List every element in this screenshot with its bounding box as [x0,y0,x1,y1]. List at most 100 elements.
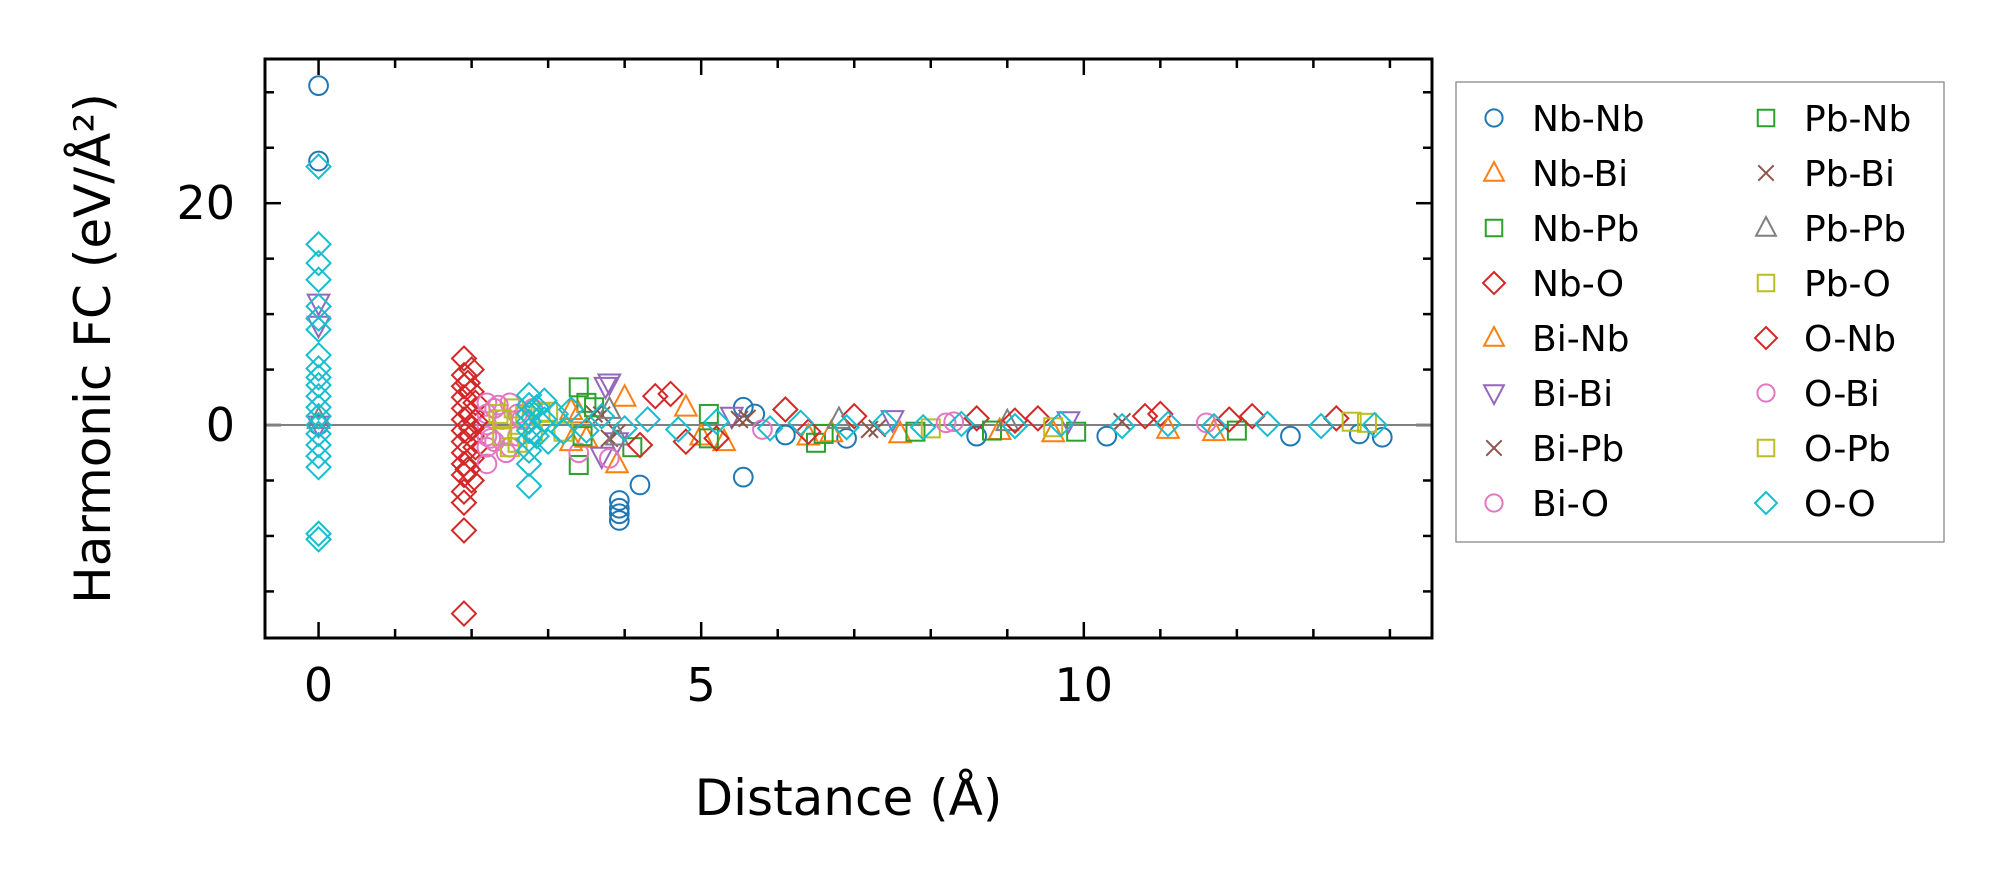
y-axis-label: Harmonic FC (eV/Å²) [64,93,122,604]
x-tick-label: 10 [1055,658,1114,712]
data-point [1307,412,1335,440]
data-point [450,600,478,628]
data-point [840,402,868,430]
data-point [1280,425,1301,447]
data-point [626,431,654,459]
axis-ticks [265,59,1432,638]
legend-entry: O-Pb [1756,429,1891,470]
data-point [737,409,757,428]
data-point [458,356,486,383]
data-point [880,410,905,434]
data-point [305,393,332,421]
series-O-Nb [454,369,1243,483]
data-point [664,416,692,443]
legend-entry: Pb-O [1756,264,1891,305]
data-point [462,389,489,417]
data-point [836,427,857,449]
series-Nb-O [450,345,1350,628]
data-point [1238,402,1266,430]
data-point [1371,426,1393,448]
legend-marker [1482,324,1506,347]
data-point [308,75,329,96]
data-point [1024,404,1052,432]
legend-entry: Pb-Nb [1756,99,1911,140]
legend-entry: Bi-Pb [1485,429,1624,470]
legend-label: Pb-Nb [1804,99,1911,140]
data-point [730,410,749,429]
legend-entry: Nb-Pb [1484,209,1639,250]
data-point [305,230,332,258]
legend-entry: Bi-Bi [1482,374,1613,415]
legend-label: Nb-Nb [1532,99,1645,140]
legend-marker [1482,159,1506,182]
data-point [450,478,478,506]
data-point [484,431,505,453]
data-point [1154,410,1182,438]
legend-frame [1455,81,1945,543]
data-point [947,410,975,438]
data-point [492,409,513,430]
data-point [813,423,834,444]
data-point [604,421,630,446]
data-point [752,419,773,440]
data-point [488,394,509,416]
data-point [1040,418,1066,443]
legend-marker [1484,218,1504,238]
data-point [1155,415,1181,439]
data-point [305,316,332,344]
data-point [1254,410,1281,438]
data-point [476,453,498,475]
data-point [833,413,861,441]
data-point [943,411,965,433]
data-point [963,404,991,432]
data-point [450,489,478,517]
data-point [935,412,957,434]
data-point [1348,423,1370,445]
legend-label: Bi-Pb [1532,429,1624,470]
data-point [305,382,332,410]
series-Nb-Bi [558,383,1227,474]
legend-entry: Bi-O [1484,484,1609,525]
data-point [305,371,332,399]
legend-entry: Pb-Pb [1754,209,1906,250]
data-point [657,380,684,408]
data-point [1108,412,1136,440]
series-Nb-Nb [308,75,1393,531]
x-axis-label: Distance (Å) [695,769,1003,827]
legend-entry: O-Bi [1756,374,1880,415]
legend-entry: Nb-Bi [1482,154,1628,195]
data-point [871,409,899,437]
data-point [1047,410,1075,438]
data-point [673,393,699,417]
x-tick-label: 5 [687,658,716,712]
legend-marker [1482,384,1506,407]
legend-entry: O-O [1753,484,1876,525]
legend-label: Nb-Bi [1532,154,1628,195]
legend-entry: Nb-O [1481,264,1624,305]
data-point [611,414,639,442]
legend-marker [1756,108,1776,128]
data-point [515,400,543,428]
data-point [732,466,754,488]
data-point [672,428,700,456]
plot-area-frame [263,57,1434,640]
data-point [608,510,630,531]
data-point [604,449,630,474]
data-point [612,383,638,407]
data-point [305,525,332,553]
legend-label: Bi-O [1532,484,1609,525]
data-point [1201,417,1227,442]
data-point [1195,412,1217,434]
data-point [305,520,332,548]
data-point [454,455,482,483]
data-point [775,424,796,446]
data-point [305,442,332,470]
data-point [305,341,332,369]
data-point [771,396,799,423]
data-point [1131,402,1159,430]
data-point [568,442,590,464]
legend-marker [1757,164,1775,182]
data-point [553,421,574,442]
data-point [1001,412,1029,440]
legend-label: Pb-Pb [1804,209,1906,250]
